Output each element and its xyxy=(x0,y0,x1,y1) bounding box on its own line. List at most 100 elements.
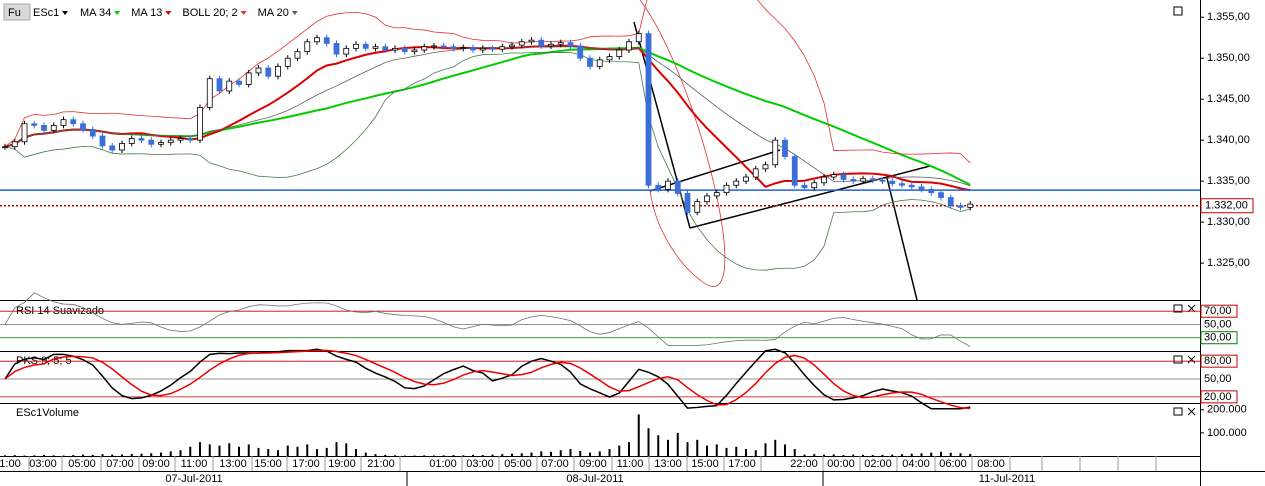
candle xyxy=(557,42,564,45)
time-label: 13:00 xyxy=(654,458,682,470)
volume-bar xyxy=(501,454,504,456)
volume-bar xyxy=(920,453,923,456)
candle xyxy=(158,142,164,145)
indicator-caption: MA 13 xyxy=(131,7,162,19)
volume-bar xyxy=(335,442,338,456)
candle xyxy=(616,49,623,57)
volume-bar xyxy=(52,455,55,456)
time-label: 19:00 xyxy=(328,458,356,470)
badge-text: Fu xyxy=(8,7,21,19)
badge[interactable] xyxy=(3,3,31,21)
volume-bar xyxy=(91,454,94,456)
candle xyxy=(635,33,642,43)
volume-bar xyxy=(306,444,309,456)
volume-bar xyxy=(725,447,728,456)
volume-bar xyxy=(296,446,299,456)
volume-caption: ESc1Volume xyxy=(16,407,79,419)
price-level-tag xyxy=(1200,198,1254,214)
candle xyxy=(148,139,155,145)
volume-bar xyxy=(598,451,601,456)
candle xyxy=(879,179,886,182)
volume-bar xyxy=(238,446,240,456)
price-tick-label: 1.335,00 xyxy=(1207,175,1250,187)
candle xyxy=(479,47,486,51)
volume-bar xyxy=(930,452,933,456)
candle xyxy=(606,56,613,61)
tick-tag xyxy=(1200,390,1238,404)
time-label: 06:00 xyxy=(939,458,967,470)
candle xyxy=(392,47,398,51)
candle xyxy=(236,80,242,85)
candle xyxy=(99,135,106,147)
pane-tick-label: 20,00 xyxy=(1204,391,1232,403)
candle xyxy=(109,145,116,151)
time-label: 07:00 xyxy=(106,458,134,470)
volume-bar xyxy=(696,439,699,456)
candle xyxy=(850,179,857,182)
candle xyxy=(343,47,350,55)
volume-bar xyxy=(4,455,6,456)
time-label: 02:00 xyxy=(864,458,892,470)
volume-bar xyxy=(101,454,104,456)
candle xyxy=(801,184,808,189)
volume-bar xyxy=(121,454,123,456)
candle xyxy=(177,138,184,141)
volume-bar xyxy=(179,450,182,456)
time-label: 07:00 xyxy=(541,458,569,470)
volume-bar xyxy=(325,447,328,456)
volume-bar xyxy=(793,449,796,456)
candle xyxy=(323,37,330,44)
dropdown-arrow xyxy=(114,11,121,15)
volume-bar xyxy=(267,449,270,456)
volume-bar xyxy=(813,454,816,456)
time-label: 22:00 xyxy=(790,458,818,470)
time-label: 15:00 xyxy=(254,458,282,470)
volume-bar xyxy=(910,453,913,456)
candle xyxy=(128,138,135,144)
volume-bar xyxy=(608,449,611,456)
time-label: 09:00 xyxy=(579,458,607,470)
dropdown-arrow xyxy=(240,11,247,15)
volume-bar xyxy=(784,444,786,456)
volume-bar xyxy=(462,455,465,456)
volume-bar xyxy=(442,455,445,456)
volume-bar xyxy=(374,454,377,456)
candle xyxy=(596,59,603,67)
volume-bar xyxy=(530,452,533,456)
candle xyxy=(421,46,428,51)
volume-bar xyxy=(520,453,523,456)
candle xyxy=(645,33,652,186)
volume-bar xyxy=(169,451,172,456)
candle xyxy=(518,41,525,46)
candle xyxy=(830,174,837,178)
volume-bar xyxy=(871,455,874,456)
volume-bar xyxy=(43,454,45,456)
volume-bar xyxy=(160,452,162,456)
candle xyxy=(41,125,47,131)
candle xyxy=(226,80,233,92)
candle xyxy=(957,205,964,208)
candle xyxy=(577,45,584,59)
volume-bar xyxy=(228,443,231,456)
volume-bar xyxy=(579,450,582,456)
volume-bar xyxy=(764,443,767,456)
candle xyxy=(928,188,935,194)
tick-tag xyxy=(1200,304,1238,318)
candle xyxy=(31,123,38,126)
volume-bar xyxy=(862,454,864,456)
volume-bar xyxy=(130,453,133,456)
candle xyxy=(889,180,896,185)
volume-bar xyxy=(247,444,250,456)
pane-tick-label: 80,00 xyxy=(1204,355,1232,367)
volume-bar xyxy=(394,455,396,456)
candle xyxy=(372,46,379,49)
candle xyxy=(304,41,311,53)
candle xyxy=(704,195,710,203)
volume-bar xyxy=(540,451,543,456)
candle xyxy=(353,43,359,49)
volume-bar xyxy=(647,428,650,456)
symbol[interactable]: ESc1 xyxy=(33,7,59,19)
price-level-label: 1.332,00 xyxy=(1205,200,1248,212)
volume-bar xyxy=(667,439,669,456)
volume-bar xyxy=(891,454,894,456)
